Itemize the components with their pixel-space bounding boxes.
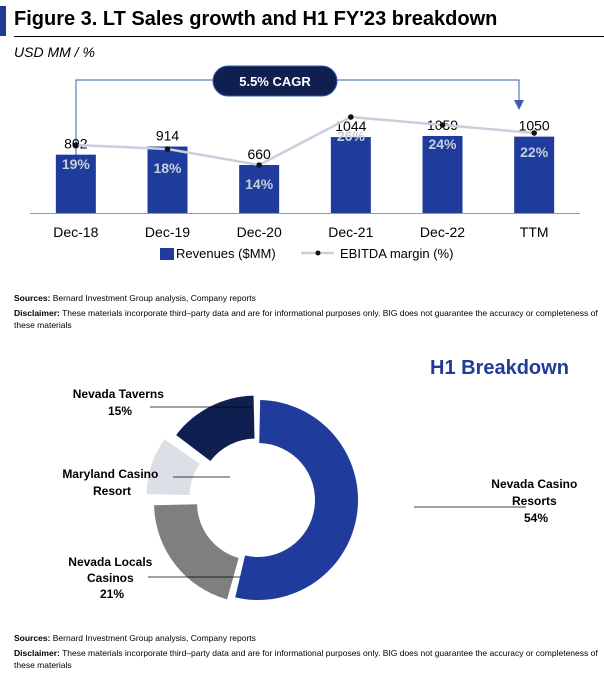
- bar-dec-18: [55, 154, 96, 213]
- disclaimer-note-1: Disclaimer: These materials incorporate …: [14, 307, 599, 331]
- label-nevada-taverns-name: Nevada Taverns: [73, 387, 164, 401]
- title-accent-bar: [0, 6, 6, 36]
- label-locals-line1: Nevada Locals: [68, 555, 152, 569]
- ebitda-margin-labels: 19% 18% 14% 26% 24% 22%: [62, 128, 549, 192]
- margin-point-dec-18: [73, 142, 79, 148]
- disclaimer-label: Disclaimer:: [14, 308, 60, 318]
- cagr-arrowhead: [514, 100, 524, 110]
- donut-slice-nevada-taverns: [176, 395, 255, 462]
- donut-slice-maryland-casino-resort: [146, 439, 200, 496]
- margin-label-dec-21: 26%: [337, 128, 366, 144]
- sources-text-2: Bernard Investment Group analysis, Compa…: [52, 633, 256, 643]
- cagr-label: 5.5% CAGR: [239, 74, 311, 89]
- disclaimer-text: These materials incorporate third–party …: [14, 308, 598, 330]
- x-tick-dec-22: Dec-22: [420, 224, 465, 240]
- figure-title: Figure 3. LT Sales growth and H1 FY'23 b…: [14, 8, 498, 30]
- disclaimer-text-2: These materials incorporate third–party …: [14, 648, 598, 670]
- bar-dec-21: [330, 137, 371, 213]
- donut-slices: [146, 395, 358, 600]
- sources-text: Bernard Investment Group analysis, Compa…: [52, 293, 256, 303]
- cagr-pill: [212, 65, 338, 97]
- x-tick-dec-20: Dec-20: [237, 224, 282, 240]
- h1-breakdown-donut: Nevada Taverns 15% Maryland Casino Resor…: [62, 387, 580, 601]
- bar-value-dec-20: 660: [247, 146, 271, 162]
- x-axis-ticks: Dec-18 Dec-19 Dec-20 Dec-21 Dec-22 TTM: [53, 224, 548, 240]
- margin-point-dec-22: [439, 122, 446, 128]
- sources-note-1: Sources: Bernard Investment Group analys…: [14, 292, 599, 304]
- bar-dec-20: [239, 165, 280, 213]
- margin-label-dec-19: 18%: [153, 160, 182, 176]
- x-tick-dec-21: Dec-21: [328, 224, 373, 240]
- revenue-ebitda-chart: 5.5% CAGR 802914660104410591050 19%18%14…: [30, 65, 580, 261]
- label-resorts-line1: Nevada Casino: [491, 477, 577, 491]
- label-nevada-taverns: Nevada Taverns 15%: [73, 387, 168, 418]
- legend-line-marker: [315, 250, 321, 256]
- ebitda-margin-line: [75, 115, 535, 167]
- bar-ttm: [514, 136, 555, 213]
- label-locals-pct: 21%: [100, 587, 124, 601]
- donut-leaders: [148, 406, 526, 578]
- label-locals: Nevada Locals Casinos 21%: [68, 555, 155, 601]
- sources-label-2: Sources:: [14, 633, 51, 643]
- bar-dec-19: [147, 146, 188, 213]
- label-maryland-line2: Resort: [93, 484, 131, 498]
- margin-label-dec-22: 24%: [428, 136, 457, 152]
- disclaimer-label-2: Disclaimer:: [14, 648, 60, 658]
- donut-slice-nevada-locals-casinos: [154, 504, 239, 600]
- legend-bar-swatch: [160, 248, 174, 260]
- revenue-bars: [55, 135, 555, 213]
- title-rule: [14, 36, 604, 37]
- margin-point-ttm: [531, 130, 537, 136]
- label-resorts-pct: 54%: [524, 511, 548, 525]
- x-tick-dec-19: Dec-19: [145, 224, 190, 240]
- bar-dec-22: [422, 135, 463, 213]
- sources-label: Sources:: [14, 293, 51, 303]
- bar-value-ttm: 1050: [519, 118, 550, 134]
- legend-bar-label: Revenues ($MM): [176, 246, 276, 261]
- donut-title: H1 Breakdown: [430, 357, 569, 379]
- label-resorts-line2: Resorts: [512, 494, 557, 508]
- label-maryland: Maryland Casino Resort: [62, 467, 161, 498]
- margin-point-dec-21: [348, 114, 354, 120]
- legend-line-label: EBITDA margin (%): [340, 246, 453, 261]
- donut-slice-nevada-casino-resorts: [235, 400, 358, 600]
- x-tick-dec-18: Dec-18: [53, 224, 98, 240]
- margin-label-ttm: 22%: [520, 144, 549, 160]
- disclaimer-note-2: Disclaimer: These materials incorporate …: [14, 647, 599, 671]
- cagr-annotation: 5.5% CAGR: [75, 65, 524, 157]
- sources-note-2: Sources: Bernard Investment Group analys…: [14, 632, 599, 644]
- chart-legend: Revenues ($MM) EBITDA margin (%): [160, 246, 453, 261]
- label-nevada-taverns-pct: 15%: [108, 404, 132, 418]
- margin-label-dec-20: 14%: [245, 176, 274, 192]
- bar-value-dec-19: 914: [156, 128, 180, 144]
- donut-labels: Nevada Taverns 15% Maryland Casino Resor…: [62, 387, 580, 601]
- margin-label-dec-18: 19%: [62, 156, 91, 172]
- label-maryland-line1: Maryland Casino: [62, 467, 158, 481]
- margin-point-dec-20: [256, 162, 262, 168]
- ebitda-margin-points: [73, 114, 537, 168]
- label-resorts: Nevada Casino Resorts 54%: [491, 477, 580, 525]
- label-locals-line2: Casinos: [87, 571, 134, 585]
- margin-point-dec-19: [164, 146, 171, 152]
- x-tick-ttm: TTM: [520, 224, 549, 240]
- units-label: USD MM / %: [14, 44, 95, 60]
